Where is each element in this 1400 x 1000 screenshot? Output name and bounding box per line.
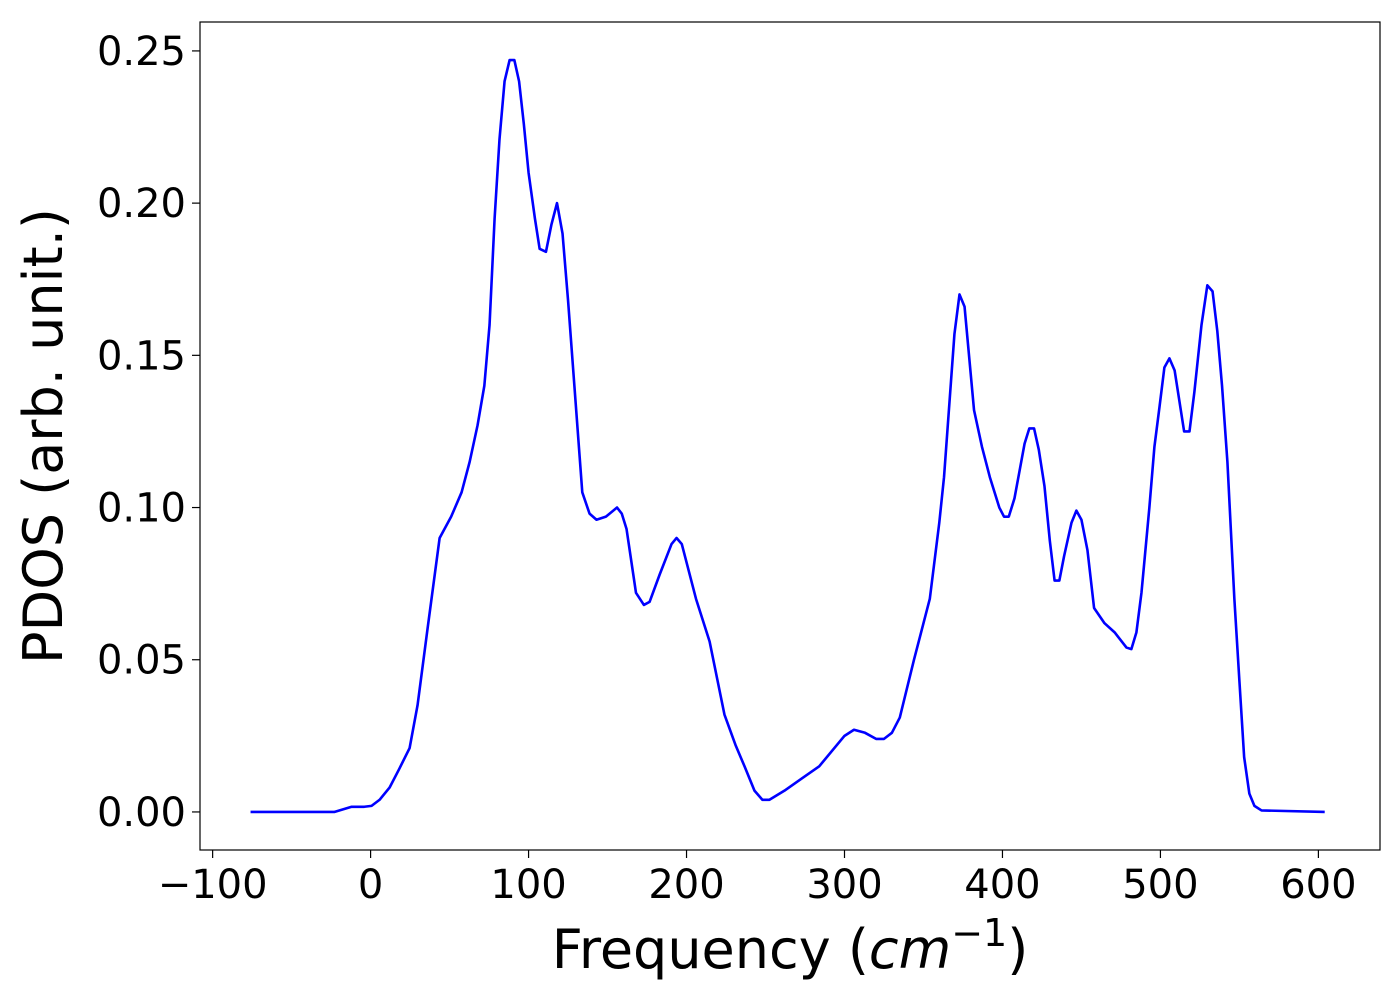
x-label-part: )	[1007, 918, 1028, 981]
x-tick-label: 500	[1122, 862, 1198, 908]
x-label-part: Frequency (	[552, 918, 869, 981]
x-tick-label: 200	[648, 862, 724, 908]
x-tick-label: 0	[358, 862, 383, 908]
pdos-line	[250, 58, 1325, 814]
x-tick-label: 100	[490, 862, 566, 908]
y-tick-label: 0.00	[97, 790, 186, 836]
x-label-part: −1	[951, 911, 1007, 955]
y-axis-label: PDOS (arb. unit.)	[12, 208, 75, 664]
plot-frame	[199, 21, 1381, 851]
y-tick-label: 0.20	[97, 181, 186, 227]
x-tick-label: 300	[806, 862, 882, 908]
y-tick-label: 0.05	[97, 638, 186, 684]
y-tick-label: 0.10	[97, 486, 186, 532]
x-tick-label: 400	[964, 862, 1040, 908]
y-tick-label: 0.15	[97, 333, 186, 379]
x-tick-label: 600	[1280, 862, 1356, 908]
x-axis-label: Frequency (cm−1)	[552, 911, 1029, 981]
x-tick-label: −100	[158, 862, 268, 908]
x-label-part: cm	[869, 918, 951, 981]
y-tick-label: 0.25	[97, 29, 186, 75]
